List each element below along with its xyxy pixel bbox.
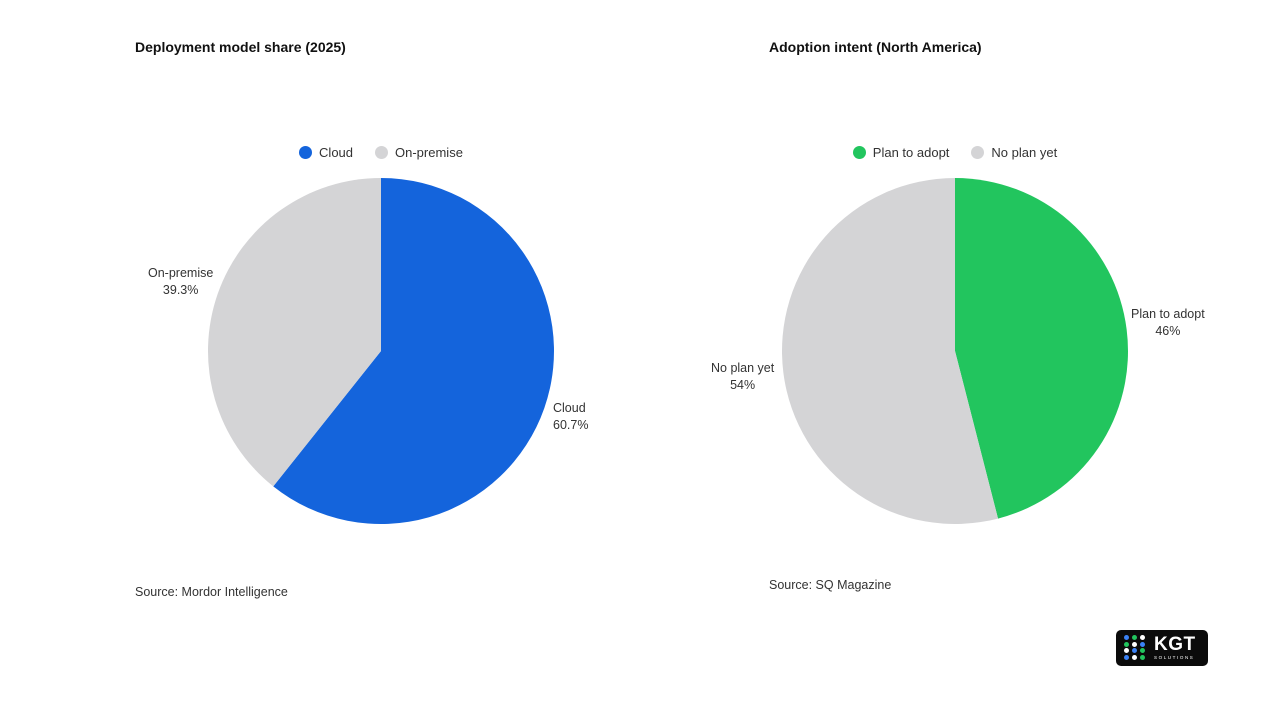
legend-label-no-plan-yet: No plan yet — [991, 145, 1058, 160]
legend-swatch-on-premise — [375, 146, 389, 159]
slice-label-cloud: Cloud 60.7% — [553, 400, 588, 434]
source-note: Source: Mordor Intelligence — [135, 585, 288, 599]
legend-swatch-cloud — [299, 146, 313, 159]
legend-swatch-no-plan-yet — [971, 146, 985, 159]
source-note: Source: SQ Magazine — [769, 578, 892, 592]
pie-slice-plan-to-adopt — [955, 178, 1128, 519]
legend-label-plan-to-adopt: Plan to adopt — [872, 145, 950, 160]
legend-item-on-premise: On-premise — [375, 145, 463, 160]
logo-wordmark: KGT — [1154, 634, 1196, 656]
pie-slice-on-premise — [208, 178, 381, 487]
chart-title: Deployment model share (2025) — [135, 39, 346, 55]
logo-text: KGT SOLUTIONS — [1154, 635, 1196, 661]
pie-chart-deployment — [208, 178, 555, 524]
legend: Plan to adopt No plan yet — [634, 145, 1276, 160]
kgt-logo: KGT SOLUTIONS — [1116, 630, 1208, 666]
slice-label-plan-to-adopt: Plan to adopt 46% — [1131, 306, 1205, 340]
slice-label-no-plan-yet-name: No plan yet — [711, 361, 775, 375]
legend: Cloud On-premise — [0, 145, 762, 160]
pie-slice-no-plan-yet — [781, 177, 999, 525]
legend-swatch-plan-to-adopt — [852, 146, 866, 159]
slice-label-cloud-value: 60.7% — [553, 418, 589, 432]
logo-subtext: SOLUTIONS — [1154, 655, 1195, 661]
legend-item-plan-to-adopt: Plan to adopt — [852, 145, 950, 160]
legend-item-no-plan-yet: No plan yet — [971, 145, 1057, 160]
legend-item-cloud: Cloud — [299, 145, 353, 160]
slice-label-on-premise: On-premise 39.3% — [148, 265, 213, 299]
slice-label-no-plan-yet-value: 54% — [730, 378, 756, 392]
slice-label-cloud-name: Cloud — [553, 401, 586, 415]
chart-panel-deployment: Deployment model share (2025) Cloud On-p… — [135, 39, 588, 599]
legend-label-on-premise: On-premise — [395, 145, 463, 160]
chart-panel-adoption: Adoption intent (North America) Plan to … — [634, 0, 1274, 720]
chart-title: Adoption intent (North America) — [769, 39, 982, 55]
legend-label-cloud: Cloud — [319, 145, 354, 160]
pie-slice-cloud — [273, 178, 555, 524]
slice-label-on-premise-name: On-premise — [148, 266, 214, 280]
pie-chart-adoption — [781, 177, 1128, 525]
slice-label-plan-to-adopt-name: Plan to adopt — [1131, 307, 1205, 321]
slice-label-plan-to-adopt-value: 46% — [1155, 324, 1181, 338]
logo-dots-icon — [1124, 635, 1148, 661]
slice-label-no-plan-yet: No plan yet 54% — [711, 360, 774, 394]
slice-label-on-premise-value: 39.3% — [162, 283, 199, 297]
